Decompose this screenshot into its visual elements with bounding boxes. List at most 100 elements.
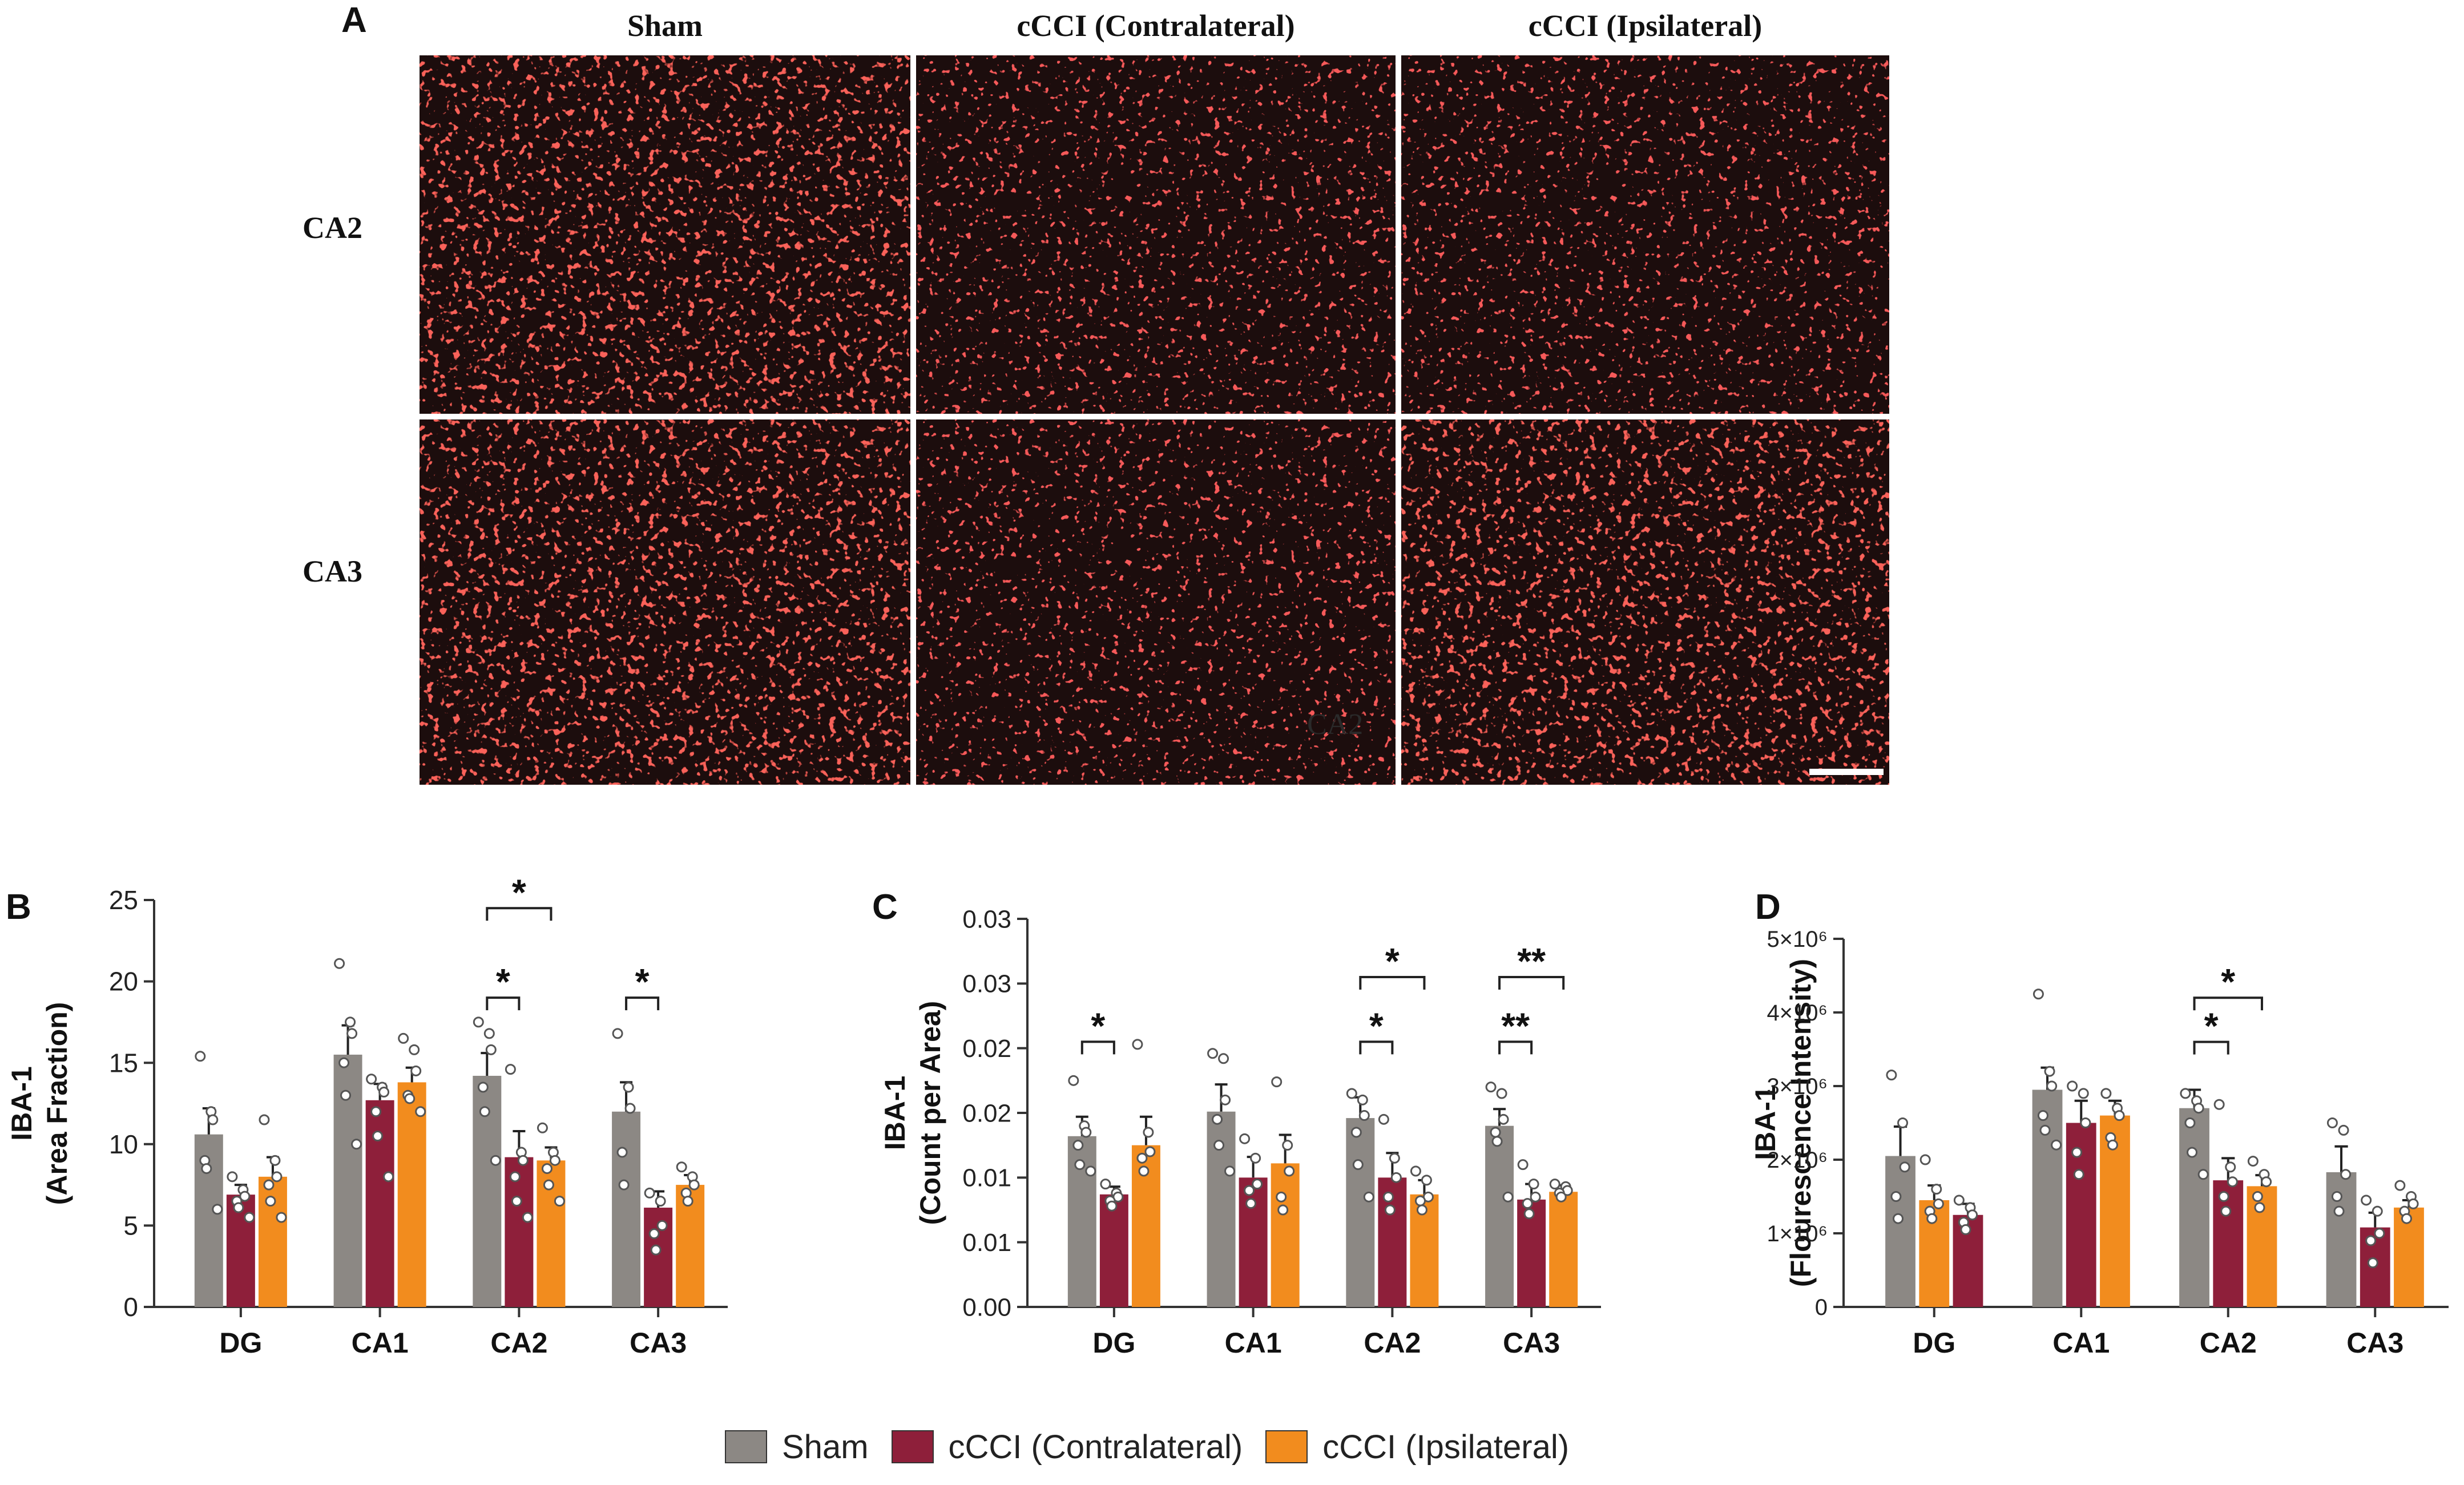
panel-c-data-point xyxy=(1244,1185,1255,1196)
panel-b-data-point xyxy=(549,1155,560,1166)
panel-c-data-point xyxy=(1144,1146,1156,1157)
panel-b-ytick-label: 5 xyxy=(123,1211,138,1241)
panel-b-data-point xyxy=(485,1044,497,1055)
panel-c-ytick-label: 0.03 xyxy=(962,970,1011,998)
panel-c-data-point xyxy=(1220,1094,1231,1105)
panel-d-data-point xyxy=(1967,1209,1978,1221)
panel-b-data-point xyxy=(537,1122,548,1133)
panel-c-data-point xyxy=(1357,1094,1368,1105)
panel-b-data-point xyxy=(383,1171,394,1183)
panel-c-ytick-label: 0.01 xyxy=(962,1164,1011,1192)
panel-c-ytick-label: 0.03 xyxy=(962,905,1011,933)
panel-c-data-point xyxy=(1085,1165,1096,1177)
panel-d-data-point xyxy=(2372,1205,2383,1217)
panel-c-data-point xyxy=(1363,1191,1374,1202)
panel-d-significance-bracket xyxy=(2193,996,2263,1011)
panel-b-letter: B xyxy=(6,887,31,927)
panel-d-data-point xyxy=(2080,1117,2091,1128)
panel-c-data-point xyxy=(1410,1165,1421,1177)
panel-c-data-point xyxy=(1132,1039,1143,1050)
panel-d-data-point xyxy=(2197,1169,2209,1180)
panel-d-data-point xyxy=(2051,1139,2062,1151)
panel-b-data-point xyxy=(259,1114,270,1125)
panel-c-data-point xyxy=(1212,1113,1223,1125)
panel-b-data-point xyxy=(227,1171,238,1183)
scale-bar xyxy=(1809,769,1884,775)
panel-d-data-point xyxy=(2114,1110,2125,1121)
panel-b-significance-label: * xyxy=(635,961,650,1002)
panel-b-data-point xyxy=(490,1155,501,1166)
panel-d-data-point xyxy=(1890,1191,1902,1202)
panel-c-xtick-label-ca2: CA2 xyxy=(1364,1327,1421,1359)
panel-b-data-point xyxy=(505,1064,516,1075)
panel-b-data-point xyxy=(404,1093,416,1104)
panel-b-data-point xyxy=(195,1051,206,1062)
panel-d-data-point xyxy=(2326,1117,2338,1128)
panel-d-xtick-label-ca2: CA2 xyxy=(2200,1327,2257,1359)
micrograph-ipsilateral-ca3 xyxy=(1401,419,1889,785)
panel-b-data-point xyxy=(398,1032,409,1044)
legend-item-sham: Sham xyxy=(725,1428,869,1466)
legend-item-ipsilateral: cCCI (Ipsilateral) xyxy=(1265,1428,1569,1466)
panel-d-data-point xyxy=(2067,1080,2078,1092)
panel-b-bar xyxy=(397,1082,426,1307)
micrograph-sham-ca3 xyxy=(420,419,910,785)
panel-d-data-point xyxy=(2374,1228,2385,1239)
panel-c-data-point xyxy=(1358,1110,1370,1121)
panel-b-data-point xyxy=(276,1212,287,1223)
panel-c-data-point xyxy=(1346,1088,1357,1099)
panel-b-data-point xyxy=(483,1028,495,1039)
panel-d-data-point xyxy=(2218,1191,2229,1202)
panel-d-data-point xyxy=(2254,1202,2265,1213)
panel-c-significance-label: * xyxy=(1385,941,1400,982)
panel-b-data-point xyxy=(655,1196,666,1207)
panel-d-data-point xyxy=(2033,988,2044,1000)
panel-c-data-point xyxy=(1528,1179,1539,1190)
panel-b-ytick-label: 10 xyxy=(109,1129,138,1159)
panel-b-data-point xyxy=(676,1161,687,1173)
panel-b-data-point xyxy=(688,1179,700,1191)
panel-d-data-point xyxy=(2340,1169,2352,1180)
panel-d-bar xyxy=(2032,1089,2063,1307)
panel-d-data-point xyxy=(2078,1088,2089,1099)
legend-swatch-contralateral xyxy=(891,1430,934,1463)
panel-d-data-point xyxy=(2401,1213,2412,1224)
panel-d-data-point xyxy=(2247,1156,2259,1167)
panel-b-significance-label: * xyxy=(512,871,526,913)
micrograph-sham-ca2 xyxy=(420,55,910,414)
panel-c-data-point xyxy=(1245,1198,1257,1209)
panel-b-ylabel-line2: (Area Fraction) xyxy=(41,1002,73,1205)
column-header-contralateral: cCCI (Contralateral) xyxy=(1017,9,1295,43)
panel-c-ytick-label: 0.02 xyxy=(962,1035,1011,1063)
panel-b-data-point xyxy=(522,1212,533,1223)
panel-c-significance-label: * xyxy=(1091,1005,1105,1046)
panel-c-data-point xyxy=(1421,1175,1432,1186)
panel-c-data-point xyxy=(1382,1191,1394,1202)
panel-d-data-point xyxy=(1926,1213,1938,1224)
panel-b-data-point xyxy=(201,1163,212,1175)
panel-c-data-point xyxy=(1350,1127,1362,1138)
panel-c-significance-bracket xyxy=(1498,976,1565,990)
panel-c-data-point xyxy=(1555,1191,1567,1202)
panel-d-data-point xyxy=(1933,1198,1944,1209)
panel-c-data-point xyxy=(1213,1140,1225,1151)
panel-d-data-point xyxy=(2361,1195,2372,1206)
panel-d-data-point xyxy=(2252,1191,2263,1202)
panel-b-data-point xyxy=(346,1028,358,1039)
panel-d-data-point xyxy=(2073,1169,2084,1180)
panel-d-data-point xyxy=(1893,1213,1904,1224)
legend-swatch-sham xyxy=(725,1430,767,1463)
panel-b-data-point xyxy=(554,1196,565,1207)
panel-d-data-point xyxy=(1953,1195,1965,1206)
panel-b-data-point xyxy=(378,1087,390,1098)
panel-c-data-point xyxy=(1502,1191,1514,1202)
panel-c-data-point xyxy=(1414,1195,1426,1206)
panel-b-ytick-label: 25 xyxy=(109,885,138,915)
panel-d-ytick-label: 2×10⁶ xyxy=(1767,1148,1828,1173)
panel-b-significance-label: * xyxy=(496,961,510,1002)
panel-b-data-point xyxy=(239,1191,251,1202)
panel-d-data-point xyxy=(1919,1154,1931,1165)
panel-c-data-point xyxy=(1498,1113,1509,1125)
panel-c-bar xyxy=(1271,1163,1300,1307)
